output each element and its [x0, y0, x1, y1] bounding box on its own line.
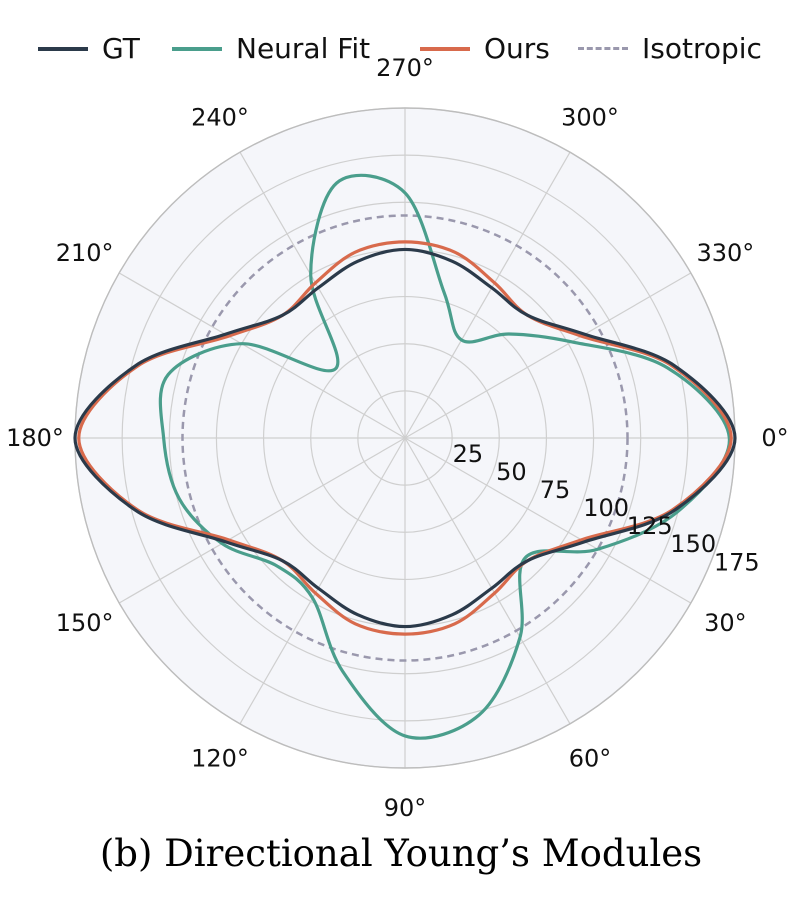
legend-swatch-isotropic	[578, 47, 628, 50]
grid-spoke-150	[118, 437, 406, 604]
theta-tick-label-30: 30°	[704, 609, 747, 637]
series-line-neural-fit	[158, 173, 731, 740]
theta-tick-label-330: 330°	[696, 239, 754, 267]
grid-spoke-240	[239, 151, 406, 439]
legend-label-isotropic: Isotropic	[642, 32, 762, 65]
legend-label-neural-fit: Neural Fit	[236, 32, 371, 65]
r-tick-label-175: 175	[714, 548, 760, 576]
legend: GT Neural Fit Ours Isotropic	[0, 0, 802, 90]
theta-tick-label-0: 0°	[761, 424, 788, 452]
series-line-gt	[73, 247, 737, 629]
grid-spoke-210	[118, 272, 406, 439]
polar-chart: 0° 30° 60° 90° 120° 150° 180° 210° 240° 270° 300° 3…	[6, 54, 789, 820]
series-line-ours	[77, 240, 733, 636]
legend-label-gt: GT	[102, 32, 140, 65]
figure-caption: (b) Directional Young’s Modules	[99, 832, 703, 875]
grid-spoke-30	[404, 437, 692, 604]
theta-tick-label-90: 90°	[384, 794, 427, 820]
grid-spoke-300	[404, 151, 571, 439]
r-tick-label-100: 100	[583, 494, 629, 522]
theta-tick-label-60: 60°	[569, 744, 612, 772]
theta-tick-label-180: 180°	[6, 424, 64, 452]
grid-spoke-120	[239, 437, 406, 725]
theta-tick-label-270: 270°	[376, 54, 434, 82]
theta-tick-label-210: 210°	[56, 239, 114, 267]
theta-tick-label-300: 300°	[561, 104, 619, 132]
legend-swatch-neural-fit	[172, 46, 222, 51]
grid-spoke-330	[404, 272, 692, 439]
r-tick-label-25: 25	[453, 440, 484, 468]
grid-spoke-60	[404, 437, 571, 725]
legend-item-neural-fit: Neural Fit	[172, 32, 370, 65]
r-tick-label-125: 125	[627, 512, 673, 540]
r-tick-label-50: 50	[496, 458, 527, 486]
theta-tick-label-150: 150°	[56, 609, 114, 637]
legend-item-isotropic: Isotropic	[578, 32, 762, 65]
theta-tick-label-120: 120°	[191, 744, 249, 772]
theta-tick-label-240: 240°	[191, 104, 249, 132]
legend-swatch-gt	[38, 46, 88, 51]
r-tick-label-150: 150	[670, 530, 716, 558]
legend-item-ours: Ours	[420, 32, 550, 65]
legend-label-ours: Ours	[484, 32, 550, 65]
series-line-isotropic	[181, 214, 629, 662]
legend-item-gt: GT	[38, 32, 140, 65]
r-tick-label-75: 75	[540, 476, 571, 504]
legend-swatch-ours	[420, 46, 470, 51]
